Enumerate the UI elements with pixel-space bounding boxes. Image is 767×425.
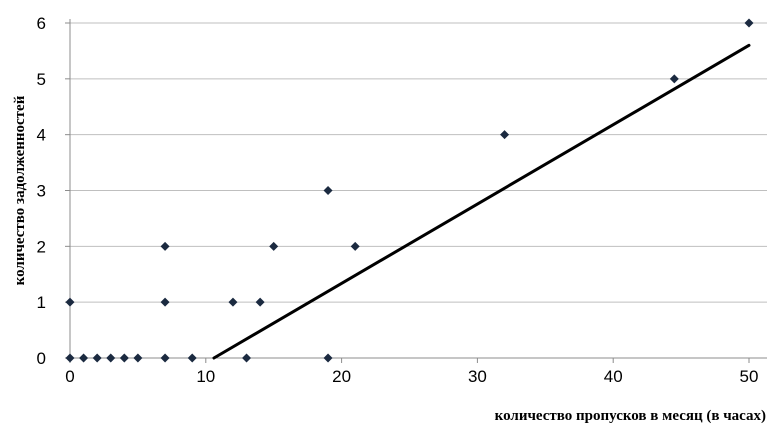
x-axis-title: количество пропусков в месяц (в часах) [495,408,766,424]
x-tick-label-50: 50 [740,367,759,386]
data-point-20 [744,18,754,28]
data-point-14 [269,241,279,251]
axes [69,19,767,359]
y-tick-label-4: 4 [37,126,46,145]
x-tick-label-40: 40 [604,367,623,386]
data-points [65,18,754,363]
data-point-3 [92,353,102,363]
x-tick-label-0: 0 [65,367,74,386]
data-point-18 [500,130,510,140]
data-point-8 [160,297,170,307]
data-point-5 [119,353,129,363]
data-point-17 [350,241,360,251]
data-point-2 [79,353,89,363]
data-point-12 [242,353,252,363]
data-point-13 [255,297,265,307]
y-tick-label-2: 2 [37,237,46,256]
y-axis-title: количество задолженностей [12,95,28,285]
trendline-group [212,43,751,360]
trendline [212,43,751,360]
x-tick-label-30: 30 [468,367,487,386]
data-point-7 [160,241,170,251]
gridlines [70,22,767,303]
data-point-4 [106,353,116,363]
data-point-9 [160,353,170,363]
x-axis-ticks: 0 10 20 30 40 50 [65,358,758,386]
y-tick-label-5: 5 [37,70,46,89]
x-tick-label-20: 20 [332,367,351,386]
data-point-19 [669,74,679,84]
x-tick-label-10: 10 [196,367,215,386]
data-point-1 [65,353,75,363]
data-point-0 [65,297,75,307]
data-point-15 [323,186,333,195]
y-tick-label-6: 6 [37,14,46,33]
data-point-10 [187,353,197,363]
y-tick-label-1: 1 [37,293,46,312]
data-point-16 [323,353,333,363]
y-tick-label-3: 3 [37,182,46,201]
y-axis-ticks: 0 1 2 3 4 5 6 [37,14,70,368]
data-point-11 [228,297,238,307]
data-point-6 [133,353,143,363]
y-tick-label-0: 0 [37,349,46,368]
